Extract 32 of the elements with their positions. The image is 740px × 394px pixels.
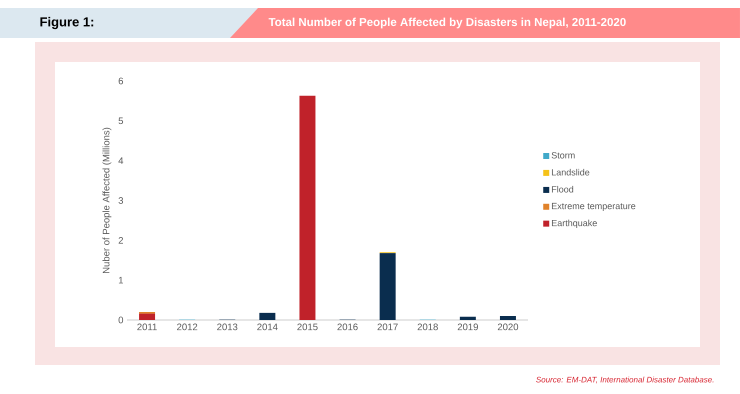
y-tick-label: 0 xyxy=(118,316,124,324)
x-tick-label: 2020 xyxy=(498,324,518,330)
legend-label: Earthquake xyxy=(552,220,597,228)
x-tick-label: 2012 xyxy=(177,324,198,330)
legend-label: Flood xyxy=(552,186,574,193)
bar xyxy=(259,312,276,320)
y-tick-label: 6 xyxy=(118,78,124,84)
y-tick-label: 4 xyxy=(118,157,124,164)
x-tick-label: 2014 xyxy=(257,324,278,330)
x-tick-label: 2015 xyxy=(297,324,318,330)
x-tick-label: 2017 xyxy=(378,324,398,330)
x-tick-label: 2016 xyxy=(337,324,358,330)
y-tick-label: 3 xyxy=(118,197,124,204)
bar xyxy=(299,96,316,320)
legend-label: Landslide xyxy=(552,168,590,176)
x-tick-label: 2018 xyxy=(418,324,438,330)
legend-label: Storm xyxy=(552,152,575,158)
legend-label: Extreme temperature xyxy=(552,202,636,211)
y-tick-label: 1 xyxy=(118,276,124,284)
y-axis-title: Nuber of People Affected (Millions) xyxy=(102,128,112,274)
caption: Figure 1: xyxy=(40,16,94,30)
bar xyxy=(139,314,156,320)
chart-title: Total Number of People Affected by Disasters in Nepal, 2011-2020 xyxy=(268,18,626,28)
y-tick-label: 5 xyxy=(118,118,124,124)
source-note: Source: EM-DAT, International Disaster Database. xyxy=(536,376,714,384)
x-tick-label: 2013 xyxy=(217,324,238,330)
bar xyxy=(500,316,516,320)
bar xyxy=(460,316,476,320)
x-tick-label: 2019 xyxy=(458,324,478,330)
x-tick-label: 2011 xyxy=(137,324,157,330)
y-tick-label: 2 xyxy=(118,237,124,244)
bar xyxy=(380,253,396,320)
